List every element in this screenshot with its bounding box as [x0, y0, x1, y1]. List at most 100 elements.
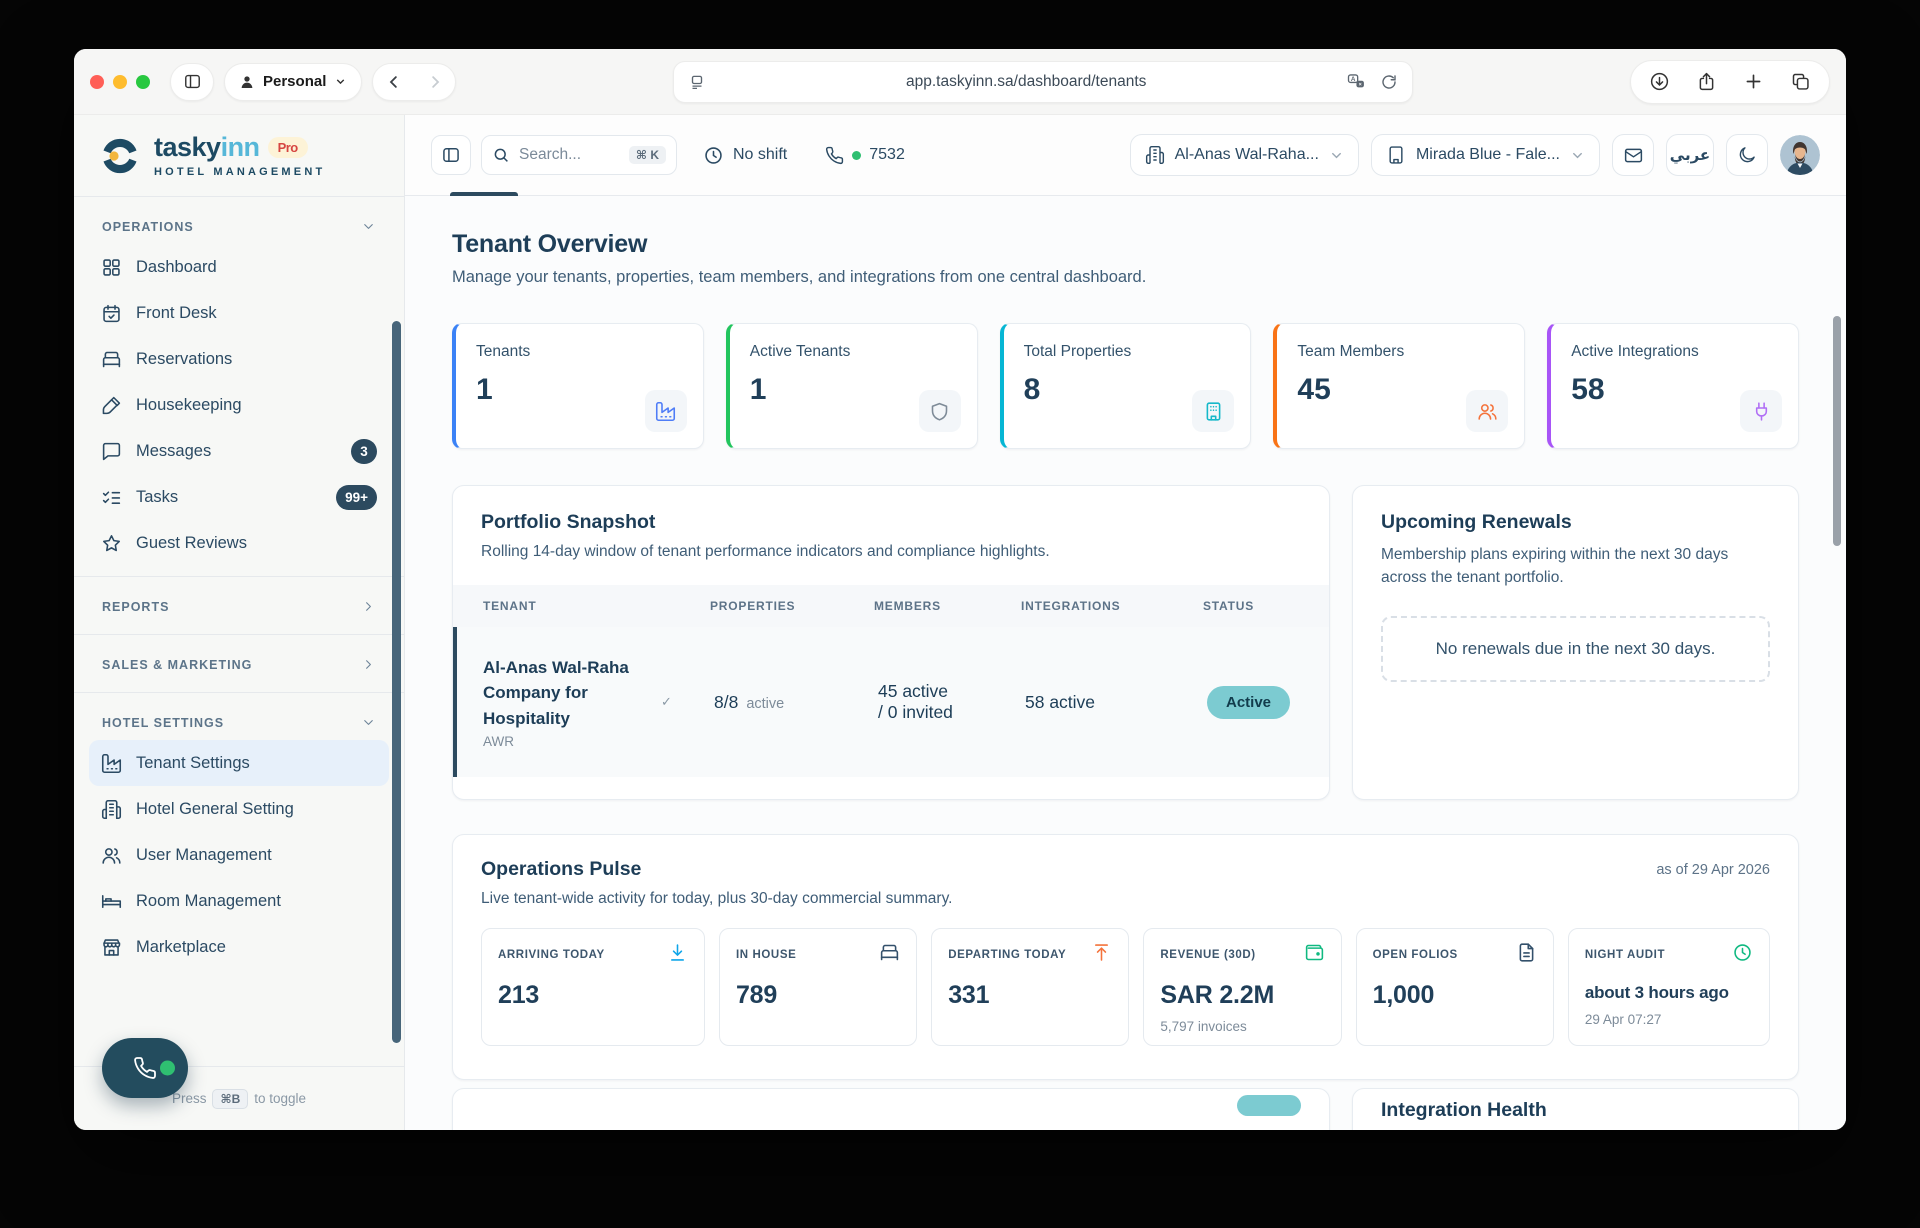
section-header-hotel-settings[interactable]: HOTEL SETTINGS	[89, 703, 389, 740]
calendar-check-icon	[101, 303, 122, 324]
messages-button[interactable]	[1612, 134, 1654, 176]
stat-card-tenants[interactable]: Tenants 1	[452, 323, 704, 449]
operations-subtitle: Live tenant-wide activity for today, plu…	[481, 890, 953, 907]
ops-tile-open-folios[interactable]: OPEN FOLIOS 1,000	[1355, 928, 1554, 1046]
minimize-window-button[interactable]	[113, 74, 127, 89]
status-badge: Active	[1207, 685, 1291, 719]
page-content: Tenant Overview Manage your tenants, pro…	[405, 196, 1846, 1130]
search-input[interactable]: Search... ⌘ K	[481, 135, 677, 175]
sidebar-item-dashboard[interactable]: Dashboard	[89, 244, 389, 290]
moon-icon	[1737, 145, 1757, 165]
zoom-window-button[interactable]	[136, 74, 150, 89]
factory-icon	[101, 753, 122, 774]
tab-overview-icon[interactable]	[1790, 71, 1811, 92]
sidebar-item-tenant-settings[interactable]: Tenant Settings	[89, 740, 389, 786]
profile-label: Personal	[263, 73, 327, 90]
language-toggle-button[interactable]: عربي	[1666, 134, 1714, 176]
forward-icon[interactable]	[426, 73, 444, 91]
browser-profile-menu[interactable]: Personal	[224, 62, 363, 101]
grid-icon	[101, 257, 122, 278]
search-icon	[492, 146, 510, 164]
operations-tiles: ARRIVING TODAY 213 IN HOUSE 789 DEPARTIN…	[481, 928, 1770, 1046]
phone-extension[interactable]: 7532	[825, 146, 905, 165]
stat-card-team-members[interactable]: Team Members 45	[1273, 323, 1526, 449]
building-icon	[1203, 401, 1224, 422]
downloads-icon[interactable]	[1649, 71, 1670, 92]
portfolio-title: Portfolio Snapshot	[481, 511, 656, 533]
back-icon[interactable]	[385, 73, 403, 91]
sidebar-scrollbar[interactable]	[392, 321, 401, 1043]
section-header-sales-marketing[interactable]: SALES & MARKETING	[89, 645, 389, 682]
pro-badge: Pro	[267, 136, 308, 158]
arrow-down-line-icon	[667, 942, 688, 963]
check-icon: ✓	[661, 694, 672, 709]
sidebar-item-messages[interactable]: Messages 3	[89, 428, 389, 474]
stats-row: Tenants 1 Active Tenants 1 Total Propert…	[452, 323, 1799, 449]
column-header-integrations: INTEGRATIONS	[1021, 599, 1121, 613]
close-window-button[interactable]	[90, 74, 104, 89]
sidebar-item-guest-reviews[interactable]: Guest Reviews	[89, 520, 389, 566]
status-badge	[1237, 1095, 1301, 1116]
brand-tagline: HOTEL MANAGEMENT	[154, 165, 326, 178]
ops-tile-arriving-today[interactable]: ARRIVING TODAY 213	[481, 928, 705, 1046]
address-bar[interactable]: app.taskyinn.sa/dashboard/tenants A ×	[673, 60, 1414, 103]
active-tab-indicator	[450, 192, 518, 196]
main-scrollbar[interactable]	[1833, 316, 1841, 546]
sidebar-item-room-management[interactable]: Room Management	[89, 878, 389, 924]
tenant-code: AWR	[483, 734, 514, 750]
sidebar-item-front-desk[interactable]: Front Desk	[89, 290, 389, 336]
clock-icon	[1732, 942, 1753, 963]
sidebar-item-marketplace[interactable]: Marketplace	[89, 924, 389, 970]
column-header-members: MEMBERS	[874, 599, 941, 613]
svg-text:×: ×	[1359, 81, 1362, 87]
table-row[interactable]: Al-Anas Wal-Raha Company for Hospitality…	[453, 627, 1329, 777]
app-toolbar: Search... ⌘ K No shift 7532 Al-Anas Wal-…	[405, 115, 1846, 196]
users-icon	[101, 845, 122, 866]
new-tab-icon[interactable]	[1743, 71, 1764, 92]
arrow-up-line-icon	[1091, 942, 1112, 963]
chevron-down-icon	[361, 219, 376, 234]
sidebar-item-hotel-general-setting[interactable]: Hotel General Setting	[89, 786, 389, 832]
browser-action-buttons	[1630, 59, 1830, 104]
sidebar: taskyinn Pro HOTEL MANAGEMENT OPERATIONS …	[74, 115, 405, 1130]
page-format-icon[interactable]	[688, 73, 706, 91]
browser-sidebar-toggle[interactable]	[170, 62, 214, 101]
upcoming-renewals-card: Upcoming Renewals Membership plans expir…	[1352, 485, 1799, 800]
reload-icon[interactable]	[1380, 73, 1398, 91]
chevron-right-icon	[361, 599, 376, 614]
stat-card-active-integrations[interactable]: Active Integrations 58	[1547, 323, 1799, 449]
sidebar-item-housekeeping[interactable]: Housekeeping	[89, 382, 389, 428]
operations-title: Operations Pulse	[481, 858, 642, 880]
brush-icon	[101, 395, 122, 416]
property-selector[interactable]: Mirada Blue - Fale...	[1370, 134, 1600, 176]
tenant-name: Al-Anas Wal-Raha Company for Hospitality	[483, 657, 629, 728]
page-subtitle: Manage your tenants, properties, team me…	[452, 268, 1147, 286]
chevron-down-icon	[1570, 148, 1585, 163]
ops-tile-night-audit[interactable]: NIGHT AUDIT about 3 hours ago 29 Apr 07:…	[1567, 928, 1770, 1046]
share-icon[interactable]	[1696, 71, 1717, 92]
brand: taskyinn Pro HOTEL MANAGEMENT	[74, 115, 404, 197]
portfolio-table: TENANT PROPERTIES MEMBERS INTEGRATIONS STATU…	[453, 585, 1329, 777]
stat-card-active-tenants[interactable]: Active Tenants 1	[725, 323, 978, 449]
translate-icon[interactable]: A ×	[1346, 72, 1366, 92]
phone-fab-button[interactable]	[102, 1038, 188, 1098]
section-header-reports[interactable]: REPORTS	[89, 587, 389, 624]
phone-icon	[133, 1056, 157, 1080]
shift-status[interactable]: No shift	[703, 145, 787, 166]
sidebar-item-reservations[interactable]: Reservations	[89, 336, 389, 382]
sidebar-item-user-management[interactable]: User Management	[89, 832, 389, 878]
list-checks-icon	[101, 487, 122, 508]
search-shortcut-kbd: ⌘ K	[628, 146, 666, 164]
stat-card-total-properties[interactable]: Total Properties 8	[999, 323, 1252, 449]
ops-tile-revenue-30d[interactable]: REVENUE (30D) SAR 2.2M 5,797 invoices	[1143, 928, 1342, 1046]
dark-mode-toggle[interactable]	[1726, 134, 1768, 176]
collapse-sidebar-button[interactable]	[431, 135, 471, 175]
ops-tile-departing-today[interactable]: DEPARTING TODAY 331	[931, 928, 1130, 1046]
user-avatar[interactable]	[1780, 135, 1820, 175]
factory-icon	[655, 401, 676, 422]
section-header-operations[interactable]: OPERATIONS	[89, 207, 389, 244]
tenant-selector[interactable]: Al-Anas Wal-Raha...	[1129, 134, 1359, 176]
main-area: Search... ⌘ K No shift 7532 Al-Anas Wal-…	[405, 115, 1846, 1130]
ops-tile-in-house[interactable]: IN HOUSE 789	[718, 928, 918, 1046]
sidebar-item-tasks[interactable]: Tasks 99+	[89, 474, 389, 520]
